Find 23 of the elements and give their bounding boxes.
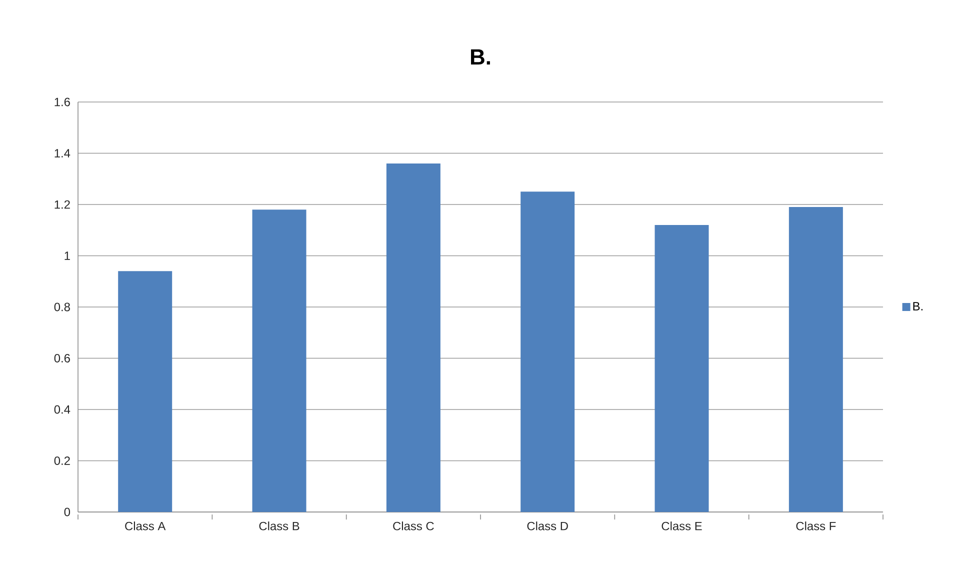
y-tick-label: 1.4 [54,149,70,158]
chart-title: B. [471,49,490,64]
legend-label: B. [913,302,922,310]
x-tick-label: Class F [796,522,836,530]
x-tick-label: Class B [259,522,300,530]
bar [654,224,709,512]
bar [118,271,172,512]
y-tick-label: 1.2 [54,200,70,209]
x-tick-label: Class E [662,522,702,530]
x-tick-label: Class D [527,522,568,530]
x-tick-label: Class C [393,522,434,530]
bar [386,163,440,512]
bar [252,210,306,512]
bar [520,192,575,512]
x-tick-label: Class A [125,522,166,530]
y-tick-label: 1.6 [54,98,70,106]
bar [788,207,843,512]
y-tick-label: 0 [64,508,70,516]
y-tick-label: 1 [64,252,70,260]
y-tick-label: 0.6 [54,354,70,362]
y-tick-label: 0.8 [54,302,70,312]
y-tick-label: 0.4 [54,405,70,414]
y-tick-label: 0.2 [54,456,70,465]
